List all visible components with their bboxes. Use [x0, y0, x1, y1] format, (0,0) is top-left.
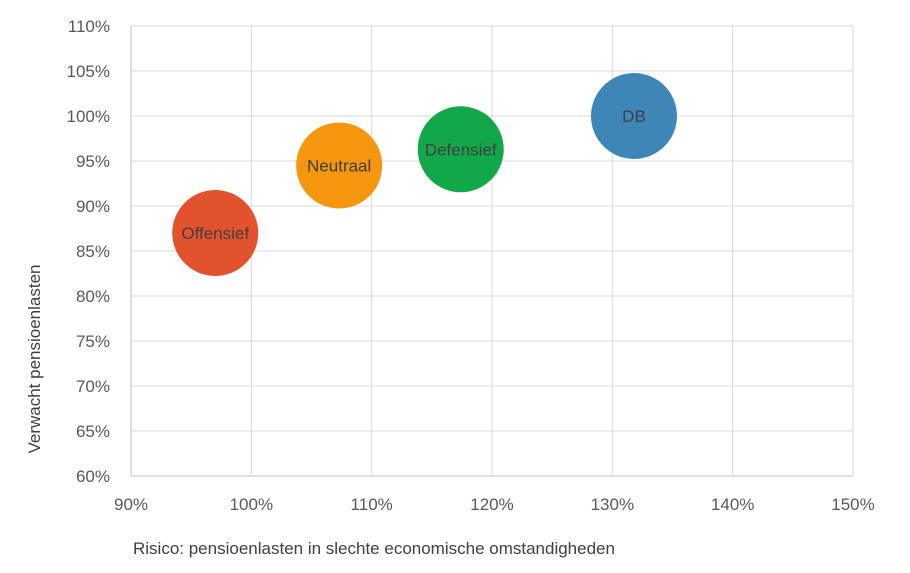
x-tick-label: 100%	[230, 495, 273, 514]
bubble-defensief: Defensief	[417, 106, 504, 193]
x-tick-label: 120%	[470, 495, 513, 514]
y-tick-label: 90%	[76, 197, 110, 216]
y-tick-label: 65%	[76, 422, 110, 441]
bubble-label: Offensief	[181, 224, 249, 243]
bubble-label: DB	[622, 107, 646, 126]
x-tick-label: 110%	[351, 495, 393, 514]
bubble-neutraal: Neutraal	[296, 122, 383, 209]
y-axis-ticks: 110% 105% 100% 95% 90% 85% 80% 75% 70% 65% 60%	[67, 17, 110, 486]
bubble-mark	[296, 122, 383, 209]
bubble-mark	[172, 190, 259, 276]
bubble-offensief: Offensief	[172, 190, 259, 276]
y-tick-label: 105%	[67, 62, 110, 81]
bubbles: Offensief Neutraal Defensief DB	[172, 73, 677, 276]
y-tick-label: 100%	[67, 107, 110, 126]
y-tick-label: 85%	[76, 242, 110, 261]
x-tick-label: 140%	[711, 495, 754, 514]
x-axis-ticks: 90% 100% 110% 120% 130% 140% 150%	[114, 495, 875, 514]
y-tick-label: 80%	[76, 287, 110, 306]
y-tick-label: 75%	[76, 332, 110, 351]
y-tick-label: 110%	[68, 17, 110, 36]
y-tick-label: 95%	[76, 152, 110, 171]
bubble-label: Defensief	[425, 140, 497, 159]
y-tick-label: 70%	[76, 377, 110, 396]
x-axis-title: Risico: pensioenlasten in slechte econom…	[133, 539, 615, 558]
bubble-mark	[590, 73, 677, 159]
bubble-mark	[417, 106, 504, 193]
x-tick-label: 130%	[591, 495, 634, 514]
bubble-db: DB	[590, 73, 677, 159]
y-axis-title: Verwacht pensioenlasten	[25, 264, 44, 453]
bubble-label: Neutraal	[307, 157, 371, 176]
x-tick-label: 150%	[831, 495, 874, 514]
x-tick-label: 90%	[114, 495, 148, 514]
y-tick-label: 60%	[76, 467, 110, 486]
